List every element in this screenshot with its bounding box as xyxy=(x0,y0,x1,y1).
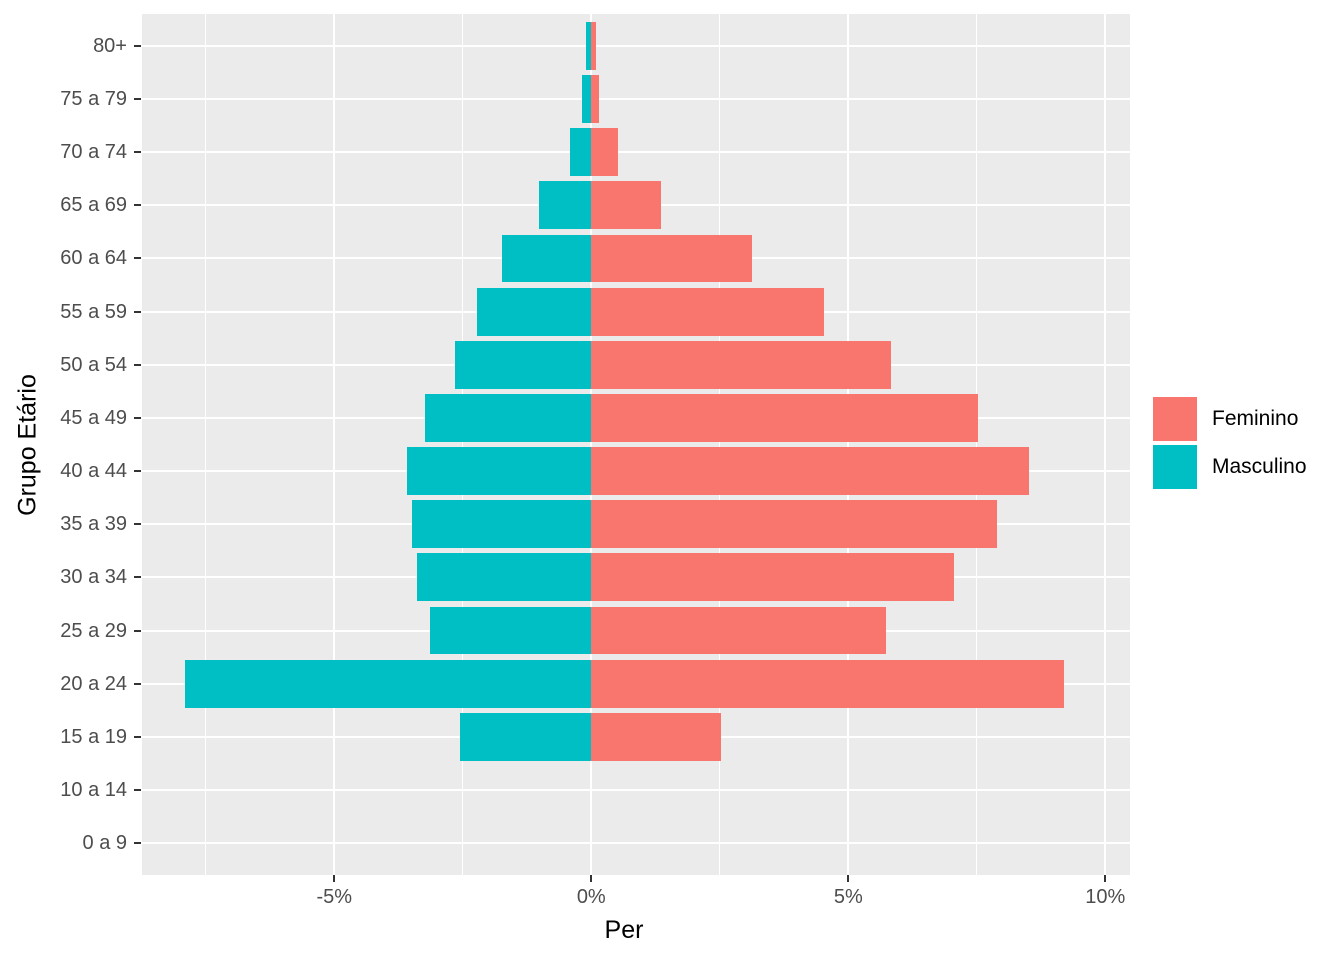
bar-feminino xyxy=(591,712,721,761)
bar-masculino xyxy=(586,21,592,70)
bar-feminino xyxy=(591,287,824,336)
y-tick-mark xyxy=(134,44,141,47)
bar-feminino xyxy=(591,340,891,389)
bar-feminino xyxy=(591,234,752,283)
bar-feminino xyxy=(591,394,978,442)
x-axis-title: Per xyxy=(604,916,644,944)
bar-masculino xyxy=(184,659,592,708)
gridline-y-major xyxy=(142,44,1130,47)
gridline-y-major xyxy=(142,842,1130,845)
gridline-y-major xyxy=(142,98,1130,101)
y-tick-label: 0 a 9 xyxy=(82,832,127,855)
gridline-x-minor xyxy=(719,14,721,875)
gridline-y-major xyxy=(142,788,1130,791)
legend-entry: Masculino xyxy=(1153,444,1307,489)
bar-masculino xyxy=(460,712,592,761)
bar-masculino xyxy=(581,75,592,123)
bar-feminino xyxy=(591,128,618,177)
x-tick-label: 0% xyxy=(576,886,606,908)
y-tick-label: 20 a 24 xyxy=(60,672,127,695)
y-tick-mark xyxy=(134,204,141,207)
bar-feminino xyxy=(591,21,597,70)
bar-masculino xyxy=(454,340,592,389)
gridline-y-major xyxy=(142,151,1130,154)
y-tick-mark xyxy=(134,523,141,526)
y-tick-mark xyxy=(134,98,141,101)
y-tick-label: 45 a 49 xyxy=(60,406,127,429)
y-tick-label: 35 a 39 xyxy=(60,513,127,536)
bar-feminino xyxy=(591,606,886,655)
y-tick-label: 80+ xyxy=(93,34,127,57)
y-tick-mark xyxy=(134,735,141,738)
bar-masculino xyxy=(429,606,592,655)
gridline-x-minor xyxy=(976,14,978,875)
y-tick-mark xyxy=(134,363,141,366)
x-tick-mark xyxy=(333,875,336,882)
gridline-x-minor xyxy=(205,14,207,875)
y-tick-label: 70 a 74 xyxy=(60,141,127,164)
y-tick-label: 40 a 44 xyxy=(60,460,127,483)
legend-label: Feminino xyxy=(1212,406,1299,430)
y-tick-label: 75 a 79 xyxy=(60,88,127,111)
legend-label: Masculino xyxy=(1212,454,1307,478)
x-tick-mark xyxy=(1104,875,1107,882)
bar-masculino xyxy=(424,394,592,442)
bar-masculino xyxy=(538,181,592,230)
y-tick-label: 50 a 54 xyxy=(60,353,127,376)
y-tick-label: 25 a 29 xyxy=(60,619,127,642)
bar-masculino xyxy=(407,447,592,495)
y-tick-label: 30 a 34 xyxy=(60,566,127,589)
legend-swatch xyxy=(1153,444,1197,489)
x-tick-mark xyxy=(590,875,593,882)
y-tick-label: 10 a 14 xyxy=(60,778,127,801)
y-tick-mark xyxy=(134,629,141,632)
gridline-x-major xyxy=(590,14,593,875)
y-tick-mark xyxy=(134,151,141,154)
legend-entry: Feminino xyxy=(1153,396,1307,441)
gridline-x-minor xyxy=(462,14,464,875)
bar-masculino xyxy=(477,287,592,336)
y-tick-mark xyxy=(134,788,141,791)
bar-feminino xyxy=(591,447,1030,495)
y-tick-mark xyxy=(134,310,141,313)
gridline-x-major xyxy=(847,14,850,875)
legend-swatch xyxy=(1153,396,1197,441)
y-tick-mark xyxy=(134,682,141,685)
x-tick-label: 10% xyxy=(1085,886,1126,908)
y-tick-label: 65 a 69 xyxy=(60,194,127,217)
bar-feminino xyxy=(591,500,998,549)
bar-feminino xyxy=(591,181,662,230)
y-tick-label: 55 a 59 xyxy=(60,300,127,323)
bar-feminino xyxy=(591,75,600,123)
bar-feminino xyxy=(591,659,1064,708)
y-axis-title: Grupo Etário xyxy=(13,373,42,516)
gridline-x-major xyxy=(1104,14,1107,875)
x-tick-label: -5% xyxy=(316,886,353,908)
legend: Feminino Masculino xyxy=(1153,396,1307,493)
y-tick-mark xyxy=(134,416,141,419)
y-tick-mark xyxy=(134,842,141,845)
y-tick-label: 15 a 19 xyxy=(60,725,127,748)
x-tick-label: 5% xyxy=(833,886,863,908)
bar-masculino xyxy=(416,553,592,602)
bar-masculino xyxy=(411,500,592,549)
x-tick-mark xyxy=(847,875,850,882)
gridline-x-major xyxy=(333,14,336,875)
bar-masculino xyxy=(569,128,592,177)
bar-feminino xyxy=(591,553,955,602)
y-tick-mark xyxy=(134,257,141,260)
bar-masculino xyxy=(501,234,592,283)
y-tick-mark xyxy=(134,470,141,473)
y-tick-label: 60 a 64 xyxy=(60,247,127,270)
y-tick-mark xyxy=(134,576,141,579)
